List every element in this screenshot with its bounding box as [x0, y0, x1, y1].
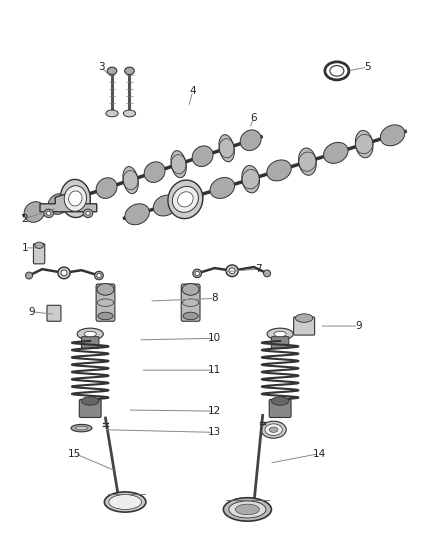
Ellipse shape	[75, 182, 90, 209]
Ellipse shape	[223, 498, 272, 521]
Ellipse shape	[123, 167, 138, 193]
Text: 15: 15	[68, 449, 81, 458]
Text: 9: 9	[355, 321, 362, 331]
Ellipse shape	[185, 183, 203, 211]
Ellipse shape	[109, 495, 141, 510]
Text: 12: 12	[208, 406, 221, 416]
FancyBboxPatch shape	[96, 284, 115, 321]
Ellipse shape	[95, 271, 103, 280]
Text: 1: 1	[21, 243, 28, 253]
Ellipse shape	[235, 504, 259, 515]
FancyBboxPatch shape	[293, 317, 314, 335]
Ellipse shape	[77, 328, 103, 340]
Ellipse shape	[64, 185, 87, 211]
Ellipse shape	[182, 284, 199, 295]
Ellipse shape	[144, 162, 165, 182]
Ellipse shape	[97, 273, 101, 278]
Ellipse shape	[229, 501, 266, 518]
Ellipse shape	[153, 195, 178, 216]
Ellipse shape	[106, 110, 118, 117]
Ellipse shape	[75, 426, 88, 430]
Ellipse shape	[274, 332, 286, 337]
Ellipse shape	[226, 265, 238, 277]
Ellipse shape	[380, 125, 405, 146]
Ellipse shape	[192, 146, 213, 166]
Ellipse shape	[295, 314, 313, 322]
Ellipse shape	[272, 397, 289, 405]
Ellipse shape	[193, 269, 201, 278]
Ellipse shape	[125, 204, 149, 225]
Text: 3: 3	[98, 62, 104, 72]
Ellipse shape	[267, 160, 291, 181]
Ellipse shape	[71, 424, 92, 432]
Ellipse shape	[240, 130, 261, 150]
FancyBboxPatch shape	[33, 244, 45, 264]
Ellipse shape	[171, 151, 186, 177]
Ellipse shape	[46, 212, 51, 215]
Ellipse shape	[299, 148, 316, 175]
Ellipse shape	[107, 67, 117, 75]
Ellipse shape	[35, 242, 43, 248]
Ellipse shape	[355, 131, 373, 158]
Ellipse shape	[195, 271, 199, 276]
Ellipse shape	[168, 180, 203, 219]
Text: 7: 7	[255, 264, 261, 274]
Ellipse shape	[24, 201, 45, 222]
Ellipse shape	[124, 110, 136, 117]
Ellipse shape	[172, 187, 198, 212]
Text: 4: 4	[190, 86, 196, 96]
Ellipse shape	[25, 272, 32, 279]
Text: 13: 13	[208, 427, 221, 438]
Text: 9: 9	[28, 306, 35, 317]
Ellipse shape	[183, 312, 198, 320]
Ellipse shape	[229, 268, 235, 273]
FancyBboxPatch shape	[269, 399, 291, 417]
Ellipse shape	[61, 270, 67, 276]
Ellipse shape	[86, 212, 90, 215]
Ellipse shape	[97, 284, 114, 295]
Ellipse shape	[58, 267, 70, 279]
Text: 8: 8	[211, 293, 218, 303]
Text: 5: 5	[364, 62, 371, 72]
FancyBboxPatch shape	[79, 399, 101, 417]
FancyBboxPatch shape	[181, 284, 200, 321]
Text: 2: 2	[21, 214, 28, 224]
Text: 6: 6	[251, 112, 257, 123]
Ellipse shape	[264, 270, 271, 277]
FancyBboxPatch shape	[81, 337, 99, 349]
Ellipse shape	[98, 312, 113, 320]
FancyBboxPatch shape	[47, 305, 61, 321]
Ellipse shape	[265, 424, 283, 435]
Ellipse shape	[210, 177, 234, 198]
Ellipse shape	[44, 209, 53, 217]
Ellipse shape	[125, 67, 134, 75]
Text: 11: 11	[208, 365, 221, 375]
Ellipse shape	[48, 193, 69, 214]
Ellipse shape	[219, 135, 234, 161]
Ellipse shape	[324, 142, 348, 163]
Ellipse shape	[60, 180, 90, 217]
Ellipse shape	[81, 397, 99, 405]
Text: 14: 14	[313, 449, 326, 458]
Ellipse shape	[84, 332, 96, 337]
Ellipse shape	[242, 166, 260, 193]
Ellipse shape	[96, 178, 117, 198]
Ellipse shape	[267, 328, 293, 340]
Ellipse shape	[83, 209, 93, 217]
Ellipse shape	[269, 427, 278, 432]
FancyBboxPatch shape	[272, 337, 289, 349]
Ellipse shape	[261, 421, 286, 438]
Ellipse shape	[104, 492, 146, 512]
Polygon shape	[40, 193, 97, 212]
Ellipse shape	[177, 192, 193, 207]
Ellipse shape	[69, 191, 82, 206]
Text: 10: 10	[208, 333, 221, 343]
